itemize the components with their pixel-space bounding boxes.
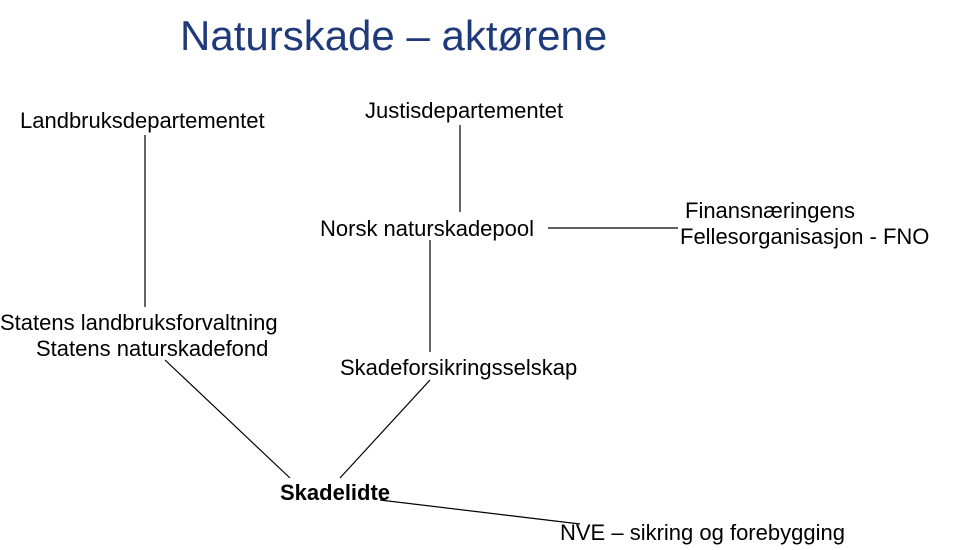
diagram-edges (0, 0, 960, 550)
node-justis: Justisdepartementet (365, 98, 563, 124)
node-pool: Norsk naturskadepool (320, 216, 534, 242)
node-fond: Statens naturskadefond (36, 336, 268, 362)
node-skadelidte: Skadelidte (280, 480, 390, 506)
page-title: Naturskade – aktørene (180, 12, 607, 60)
node-landbruks: Landbruksdepartementet (20, 108, 265, 134)
node-nve: NVE – sikring og forebygging (560, 520, 845, 546)
node-skadeforsikring: Skadeforsikringsselskap (340, 355, 577, 381)
node-fno-line2: Fellesorganisasjon - FNO (680, 224, 929, 250)
node-slf: Statens landbruksforvaltning (0, 310, 278, 336)
node-fno-line1: Finansnæringens (685, 198, 855, 224)
